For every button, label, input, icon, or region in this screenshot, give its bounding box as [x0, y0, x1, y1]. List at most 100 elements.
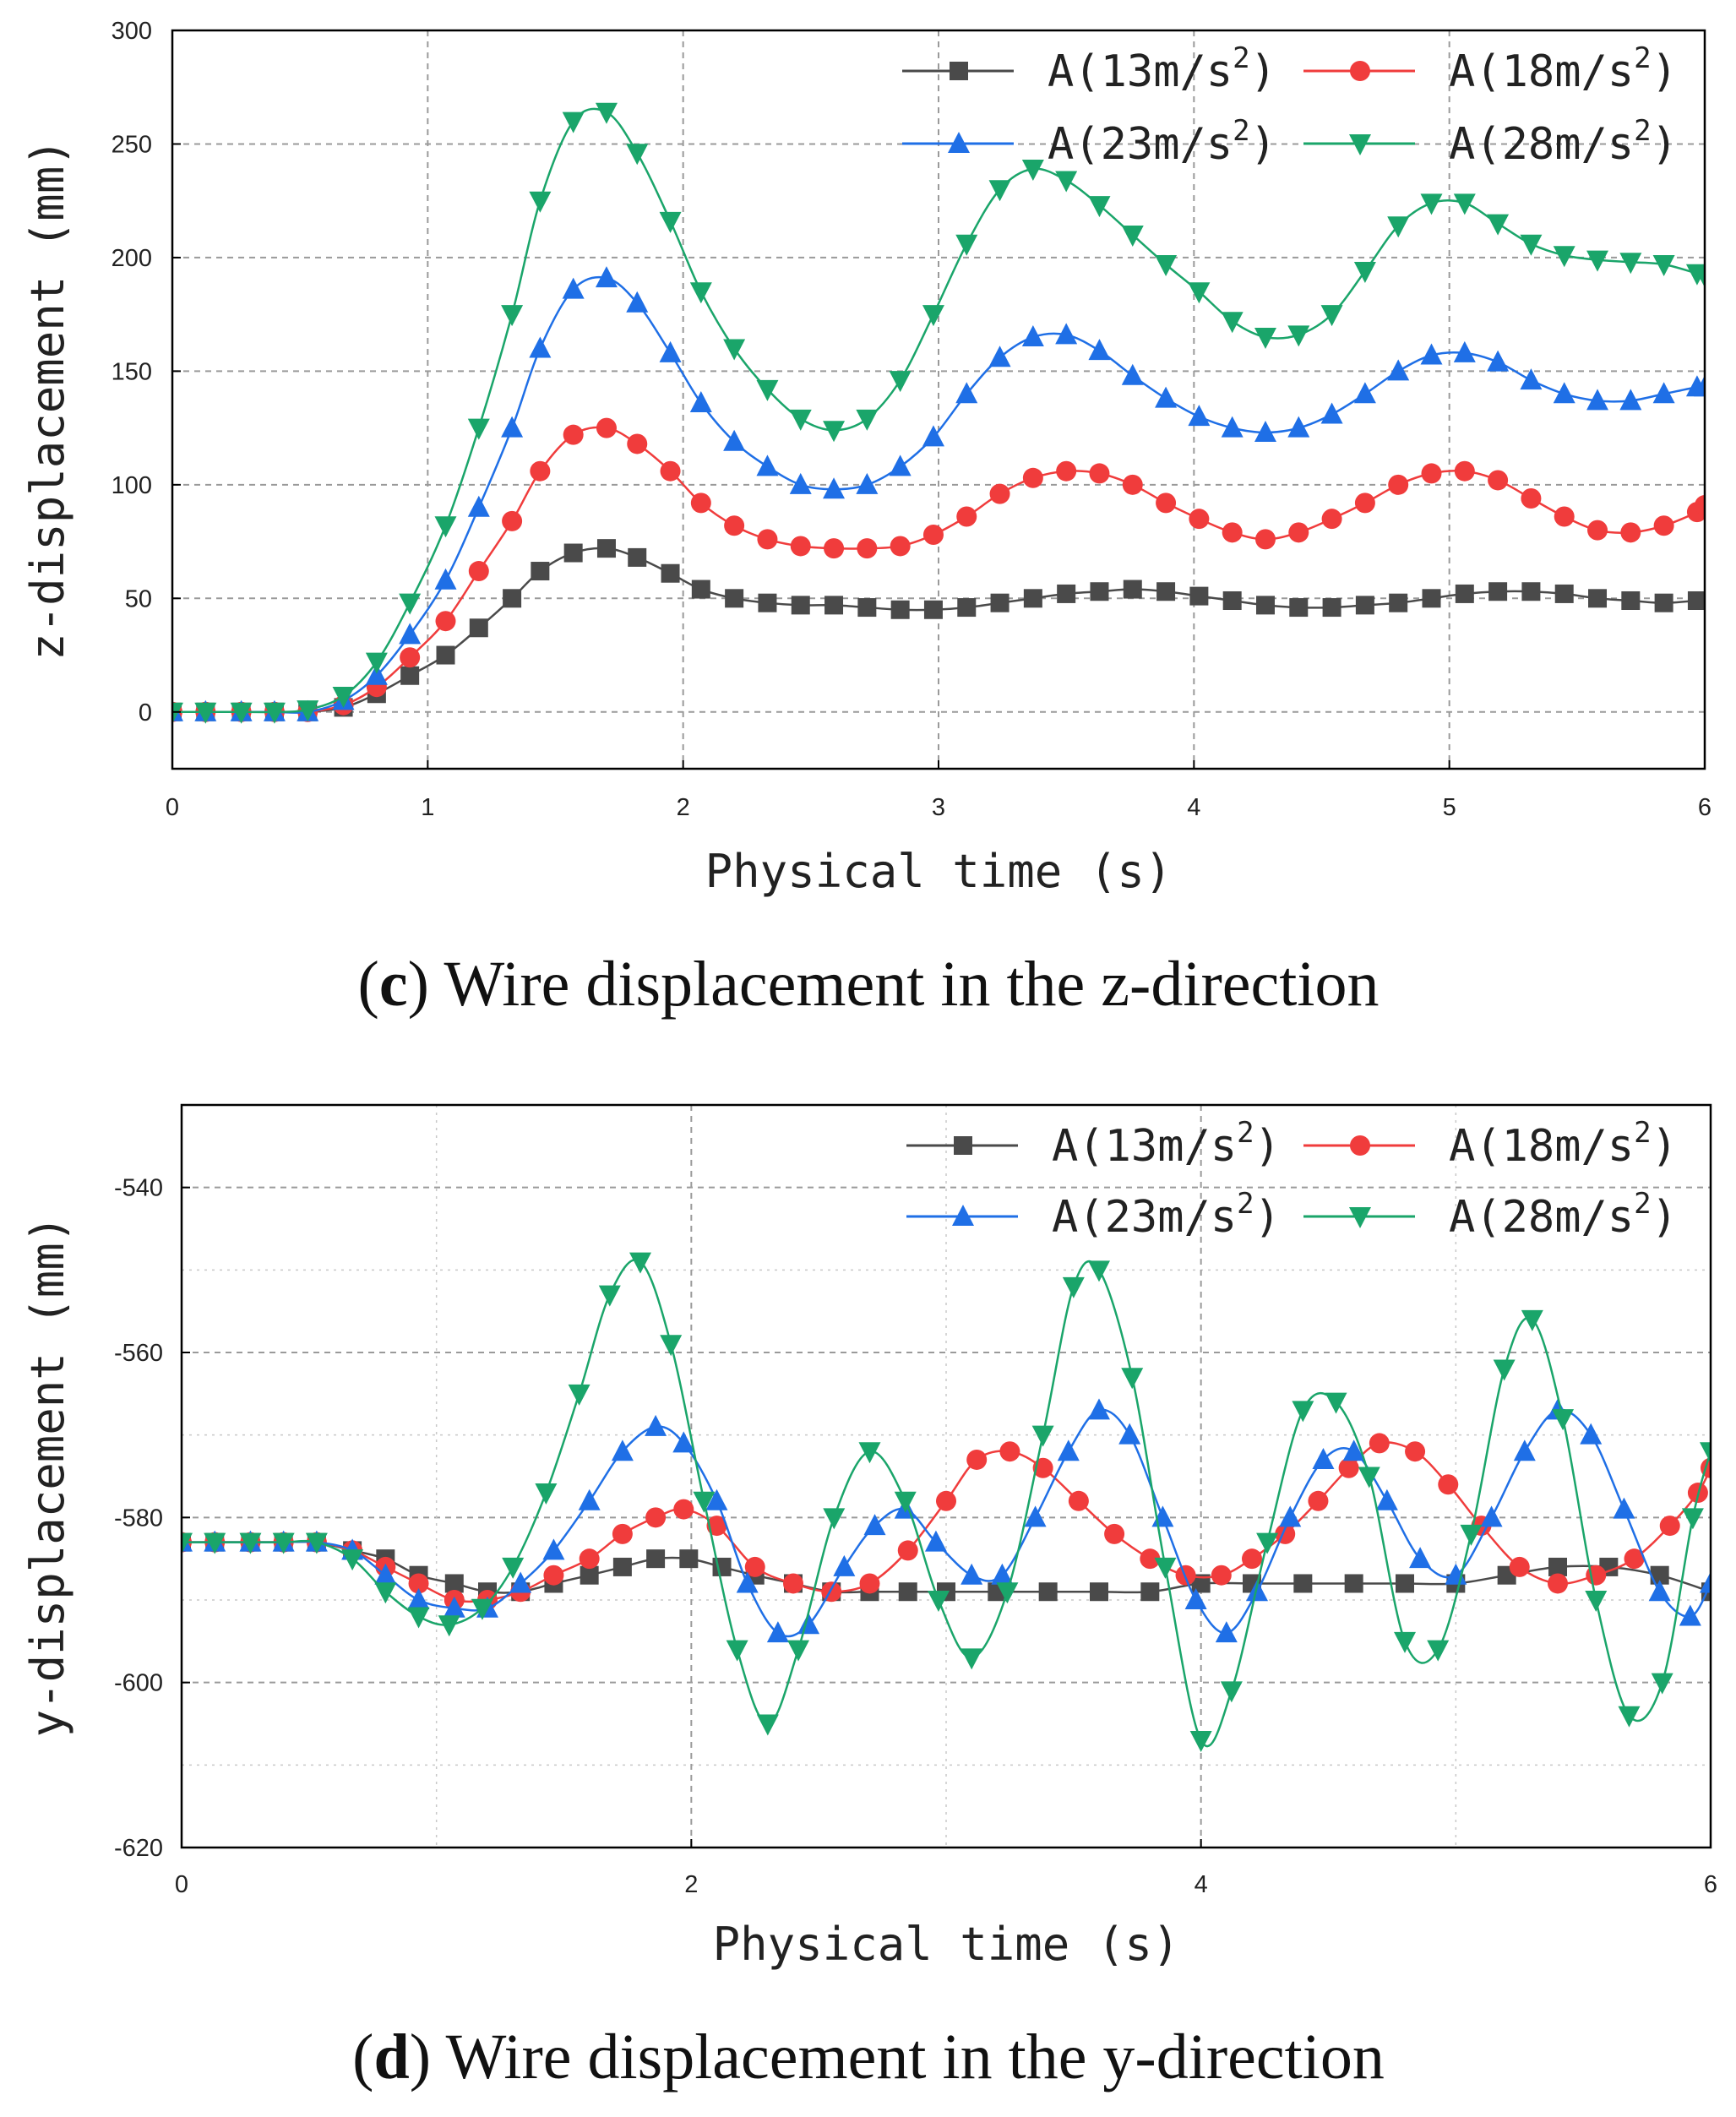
data-point-A18 [1587, 520, 1608, 541]
data-point-A23 [955, 382, 978, 404]
data-point-A28 [562, 112, 585, 133]
data-point-A18 [1122, 474, 1143, 495]
data-point-A23 [1312, 1447, 1335, 1469]
data-point-A23 [889, 454, 912, 476]
data-point-A23 [1619, 389, 1642, 411]
data-point-A23 [562, 277, 585, 299]
data-point-A23 [1520, 368, 1543, 390]
data-point-A18 [530, 460, 551, 482]
data-point-A13 [1650, 1565, 1669, 1585]
data-point-A23 [924, 1530, 947, 1552]
data-point-A23 [1409, 1547, 1432, 1569]
data-point-A18 [543, 1565, 564, 1586]
data-point-A23 [1480, 1505, 1503, 1527]
x-tick-label: 5 [1443, 794, 1456, 821]
series-A18 [182, 1433, 1711, 1610]
data-point-A13 [1588, 589, 1608, 608]
data-point-A18 [673, 1499, 694, 1520]
data-point-A23 [863, 1514, 886, 1536]
data-point-A18 [1222, 522, 1243, 543]
data-point-A23 [1188, 405, 1211, 427]
chart-panel-c: 0 1 2 3 4 5 6 0 50 100 150 200 250 300 Physical time (… [21, 18, 1712, 1020]
data-point-A28 [1420, 193, 1443, 215]
data-point-A23 [797, 1613, 820, 1635]
legend-label: A(18m/s2) [1449, 41, 1678, 97]
legend-label: A(28m/s2) [1449, 1187, 1678, 1243]
data-point-A28 [172, 702, 183, 724]
data-point-A28 [1256, 1532, 1279, 1554]
legend-marker-A28 [1349, 134, 1371, 155]
data-point-A18 [1308, 1490, 1329, 1511]
data-point-A18 [612, 1523, 633, 1544]
data-point-A18 [408, 1573, 429, 1594]
data-point-A28 [689, 282, 712, 304]
data-point-A13 [1521, 582, 1541, 601]
data-point-A13 [1123, 580, 1142, 599]
data-point-A28 [1585, 1591, 1608, 1612]
y-axis-title: z-displacement (mm) [21, 139, 74, 661]
data-point-A28 [988, 180, 1011, 202]
data-point-A23 [1375, 1488, 1398, 1510]
legend-label: A(23m/s2) [1052, 1187, 1281, 1243]
series-A18 [172, 417, 1705, 722]
data-point-A23 [443, 1596, 465, 1618]
data-point-A13 [957, 598, 977, 618]
data-point-A28 [1521, 1309, 1543, 1331]
data-point-A28 [1453, 193, 1476, 215]
series-A28 [182, 1252, 1711, 1753]
data-point-A28 [263, 702, 286, 724]
data-point-A18 [1056, 460, 1077, 482]
data-point-A28 [1088, 1260, 1110, 1282]
data-point-A18 [1695, 495, 1705, 516]
data-point-A13 [691, 580, 710, 599]
data-point-A18 [1140, 1548, 1161, 1570]
data-point-A23 [1679, 1604, 1701, 1626]
data-point-A23 [611, 1439, 634, 1461]
data-point-A18 [1620, 522, 1641, 543]
legend-label: A(23m/s2) [1048, 114, 1276, 170]
data-point-A13 [1140, 1582, 1160, 1602]
data-point-A18 [890, 536, 911, 557]
data-point-A23 [407, 1588, 430, 1609]
data-point-A28 [1586, 250, 1609, 272]
y-tick-label: 150 [112, 358, 152, 385]
data-point-A28 [756, 1714, 779, 1736]
data-point-A18 [857, 538, 878, 559]
data-point-A18 [1521, 487, 1542, 509]
data-point-A28 [471, 1598, 493, 1620]
data-point-A18 [757, 529, 778, 550]
data-point-A28 [1619, 253, 1642, 275]
data-point-A23 [922, 425, 944, 447]
data-point-A18 [563, 424, 584, 445]
data-point-A13 [824, 596, 844, 615]
data-point-A13 [1222, 590, 1242, 610]
data-point-A23 [1320, 402, 1343, 424]
legend-item-A28: A(28m/s2) [1303, 1187, 1678, 1243]
data-point-A13 [1038, 1582, 1058, 1602]
data-point-A23 [1387, 359, 1410, 381]
y-tick-label: 250 [112, 131, 152, 158]
data-point-A28 [1220, 1681, 1243, 1703]
data-point-A28 [1427, 1640, 1450, 1662]
data-point-A28 [660, 1335, 683, 1357]
data-point-A13 [444, 1574, 464, 1593]
data-point-A13 [679, 1549, 699, 1569]
data-point-A28 [955, 234, 978, 256]
data-point-A23 [1700, 1571, 1711, 1593]
data-point-A23 [542, 1538, 565, 1560]
x-tick-label: 6 [1698, 794, 1712, 821]
data-point-A13 [1189, 586, 1209, 606]
data-point-A23 [823, 477, 846, 499]
data-point-A18 [1288, 522, 1309, 543]
data-point-A23 [1121, 363, 1144, 385]
data-point-A18 [468, 561, 489, 582]
data-point-A18 [1454, 460, 1475, 482]
data-point-A28 [1088, 196, 1111, 218]
data-point-A23 [1118, 1423, 1141, 1445]
data-point-A18 [579, 1548, 600, 1570]
data-point-A28 [1055, 171, 1078, 193]
data-point-A28 [961, 1648, 983, 1670]
data-point-A23 [672, 1431, 695, 1453]
legend-label: A(18m/s2) [1449, 1116, 1678, 1172]
data-point-A18 [1509, 1556, 1530, 1577]
